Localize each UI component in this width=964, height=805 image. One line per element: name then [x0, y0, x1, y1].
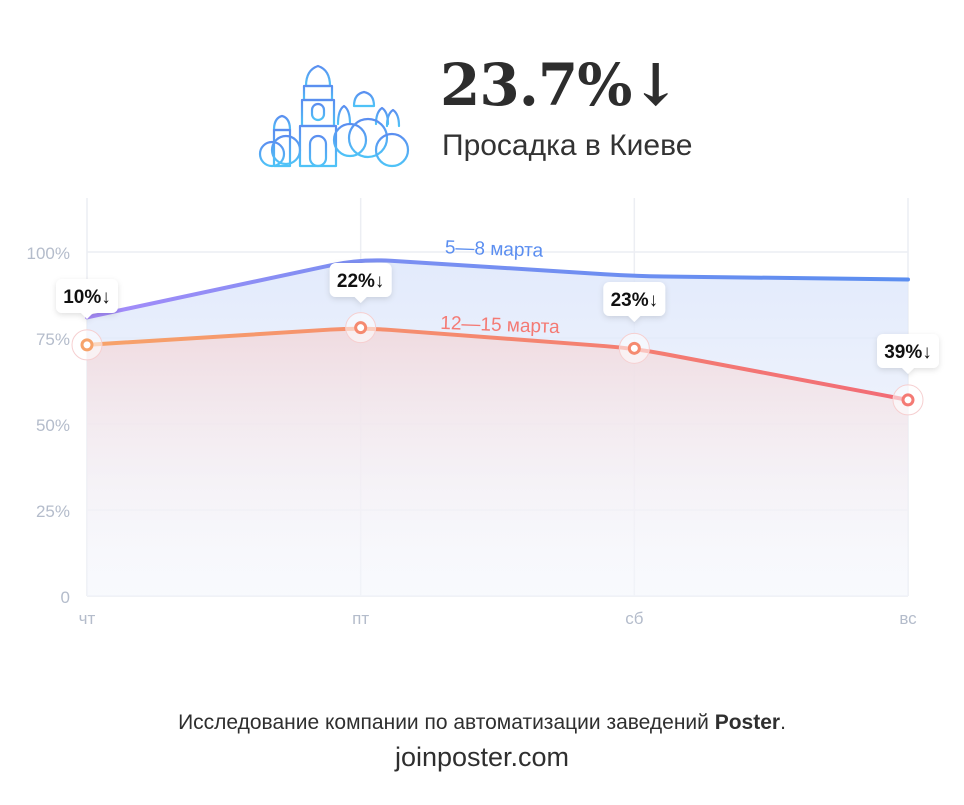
annotation-box: [877, 334, 939, 368]
headline: 23.7%↓: [440, 51, 680, 119]
y-tick-label: 25%: [36, 502, 70, 521]
series-line-5-8: [85, 258, 910, 320]
annotation-callout: [56, 279, 118, 319]
footer-text-before: Исследование компании по автоматизации з…: [178, 711, 715, 734]
annotation-label: 23%↓: [611, 290, 659, 311]
y-tick-label: 0: [61, 588, 70, 607]
x-tick-label: сб: [625, 609, 644, 628]
annotation-callout: [877, 334, 939, 374]
footer-text: Исследование компании по автоматизации з…: [0, 711, 964, 735]
series-label-12-15: 12—15 марта: [440, 313, 560, 338]
annotation-label: 39%↓: [884, 342, 932, 363]
x-tick-label: чт: [79, 609, 96, 628]
axis-labels: 0 25% 50% 75% 100% чт пт сб вс: [27, 244, 918, 628]
annotation-pointer: [81, 313, 93, 319]
series-label-5-8: 5—8 марта: [445, 237, 544, 261]
annotation-label: 22%↓: [337, 271, 385, 292]
annotation-callout: [329, 263, 392, 303]
data-point: [80, 338, 94, 352]
kyiv-church-icon: [256, 44, 420, 168]
annotation-labels: 5—8 марта 12—15 марта 10%↓ 22%↓ 23%↓ 39%↓: [56, 237, 939, 374]
x-tick-label: пт: [352, 609, 369, 628]
annotation-box: [603, 282, 666, 316]
x-tick-label: вс: [899, 609, 917, 628]
series-lines: [85, 258, 910, 402]
series-area-12-15: [87, 328, 908, 596]
chart: 5—8 марта 12—15 марта 10%↓ 22%↓ 23%↓ 39%↓ 0 25…: [27, 198, 939, 628]
y-tick-label: 50%: [36, 416, 70, 435]
subtitle: Просадка в Киеве: [442, 129, 693, 162]
y-tick-label: 100%: [27, 244, 70, 263]
annotation-box: [329, 263, 392, 297]
series-points: [71, 312, 924, 416]
annotation-pointer: [354, 297, 367, 303]
footer-brand: Poster: [714, 711, 781, 734]
annotation-label: 10%↓: [63, 287, 111, 308]
header: 23.7%↓ Просадка в Киеве: [0, 0, 964, 180]
annotation-box: [56, 279, 118, 313]
annotation-pointer: [902, 368, 914, 374]
footer-text-after: .: [780, 711, 786, 734]
series-areas: [87, 260, 908, 596]
annotation-pointer: [628, 316, 641, 322]
data-point: [627, 341, 641, 355]
series-line-12-15: [85, 326, 910, 402]
y-tick-label: 75%: [36, 330, 70, 349]
data-point: [901, 393, 915, 407]
footer-url: joinposter.com: [394, 742, 570, 772]
data-point: [354, 321, 368, 335]
annotation-callout: [603, 282, 666, 322]
